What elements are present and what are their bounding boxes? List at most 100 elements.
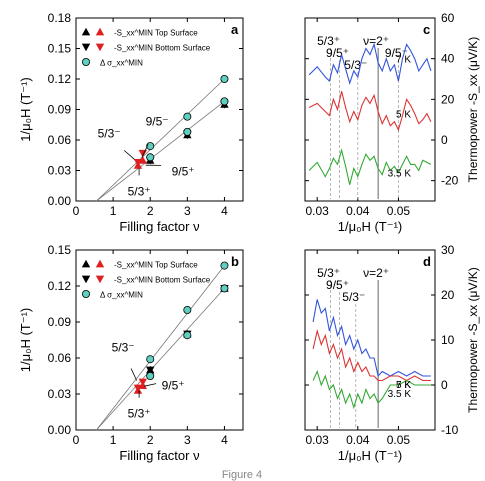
x-tick-label: 2 (147, 204, 154, 218)
legend-label: Δ σ_xx^MIN (100, 291, 143, 300)
y-tick-label: 20 (441, 288, 455, 302)
series-line (308, 42, 432, 85)
marker-label: 9/5⁺ (326, 46, 349, 60)
y-tick-label: 0.00 (48, 194, 72, 208)
data-point-circle (146, 142, 155, 151)
fit-line (96, 265, 225, 431)
data-point-down-triangle (146, 366, 155, 375)
legend-marker-triangle (95, 259, 105, 268)
data-point-circle (183, 305, 192, 314)
x-tick-label: 1 (110, 433, 117, 447)
marker-label: 5/3⁻ (342, 290, 365, 304)
annotation-arrow (144, 383, 157, 387)
x-axis-label: Filling factor ν (119, 448, 199, 463)
panel-a: 0 1 2 3 4 0.00 0.03 0.06 0.09 0.12 0.15 0.18 Filling… (18, 11, 244, 234)
panel-d: 0.03 0.04 0.05 -10 0 10 20 30 1/μ₀H (T⁻¹) Thermop… (304, 243, 480, 463)
point-annotation: 9/5⁺ (162, 379, 185, 393)
data-point-down-triangle (133, 384, 143, 393)
data-point-circle (183, 127, 192, 136)
y-axis-label: 1/μ₀H (T⁻¹) (18, 308, 33, 373)
legend-label: -S_xx^MIN Bottom Surface (114, 276, 211, 285)
y-tick-label: 0.12 (48, 279, 72, 293)
legend-marker-triangle (95, 275, 105, 284)
data-point-circle (146, 153, 155, 162)
data-point-circle (220, 284, 229, 293)
x-tick-label: 0 (73, 433, 80, 447)
temperature-label: 7 K (396, 55, 411, 66)
series-line (312, 369, 431, 410)
data-point-down-triangle (138, 378, 147, 387)
data-point-circle (183, 112, 192, 121)
fit-line (96, 78, 225, 202)
point-annotation: 9/5⁺ (172, 164, 195, 178)
data-point-circle (183, 331, 192, 340)
panel-letter: b (231, 254, 239, 269)
marker-label: ν=2⁺ (363, 266, 389, 280)
annotation-arrow (130, 368, 138, 381)
legend-label: -S_xx^MIN Top Surface (114, 29, 198, 38)
y-tick-label: 0.00 (48, 423, 72, 437)
plot-frame (304, 17, 436, 202)
x-tick-label: 1 (110, 204, 117, 218)
y-tick-label: 0.12 (48, 72, 72, 86)
panel-letter: c (423, 22, 430, 37)
x-tick-label: 0 (73, 204, 80, 218)
legend-label: -S_xx^MIN Top Surface (114, 261, 198, 270)
y-tick-label: 40 (441, 52, 455, 66)
y-tick-label: 0.09 (48, 315, 72, 329)
point-annotation: 5/3⁻ (112, 341, 135, 355)
y-axis-label: Thermopower -S_xx (μV/K) (466, 267, 480, 413)
y-tick-label: 10 (441, 333, 455, 347)
plot-frame (75, 249, 244, 431)
y-tick-label: 60 (441, 11, 455, 25)
x-tick-label: 0.05 (387, 433, 411, 447)
annotation-arrow (141, 144, 149, 158)
data-point-circle (146, 371, 155, 380)
x-tick-label: 3 (184, 204, 191, 218)
panel-letter: d (423, 254, 431, 269)
data-point-circle (220, 75, 229, 84)
temperature-label: 7 K (396, 380, 411, 391)
y-tick-label: -10 (441, 423, 459, 437)
y-tick-label: 0.15 (48, 243, 72, 257)
legend-marker-triangle (81, 275, 91, 284)
x-tick-label: 3 (184, 433, 191, 447)
point-annotation: 5/3⁻ (98, 126, 121, 140)
x-tick-label: 4 (221, 204, 228, 218)
x-tick-label: 0.04 (346, 433, 370, 447)
panel-letter: a (231, 22, 239, 37)
x-axis-label: 1/μ₀H (T⁻¹) (338, 219, 403, 234)
legend-marker-triangle (95, 43, 105, 52)
x-tick-label: 0.03 (306, 433, 330, 447)
y-axis-label: Thermopower -S_xx (μV/K) (466, 37, 480, 183)
legend-label: -S_xx^MIN Bottom Surface (114, 44, 211, 53)
panel-c: 0.03 0.04 0.05 -20 0 20 40 60 1/μ₀H (T⁻¹) Thermop… (304, 11, 480, 234)
y-axis-label: 1/μ₀H (T⁻¹) (18, 77, 33, 142)
figure-caption: Figure 4 (222, 469, 262, 481)
point-annotation: 9/5⁻ (146, 114, 169, 128)
series-line (312, 328, 431, 382)
panel-b: 0 1 2 3 4 0.00 0.03 0.06 0.09 0.12 0.15 Filling fac… (18, 243, 244, 463)
series-line (308, 91, 432, 132)
x-tick-label: 0.05 (387, 204, 411, 218)
y-tick-label: 0 (441, 133, 448, 147)
x-tick-label: 2 (147, 433, 154, 447)
x-axis-label: Filling factor ν (119, 219, 199, 234)
x-tick-label: 0.03 (306, 204, 330, 218)
legend-marker-circle (82, 58, 91, 67)
temperature-label: 5 K (396, 109, 411, 120)
y-tick-label: 30 (441, 243, 455, 257)
data-point-circle (220, 261, 229, 270)
data-point-up-triangle (138, 156, 147, 164)
marker-label: ν=2⁺ (363, 34, 389, 48)
marker-label: 5/3⁺ (317, 34, 340, 48)
legend-marker-circle (82, 289, 91, 298)
data-point-circle (220, 97, 229, 106)
y-tick-label: 0.06 (48, 133, 72, 147)
data-point-circle (146, 355, 155, 364)
series-line (308, 148, 432, 185)
annotation-arrow (123, 150, 135, 160)
legend-marker-triangle (81, 43, 91, 52)
point-annotation: 5/3⁺ (128, 407, 151, 421)
